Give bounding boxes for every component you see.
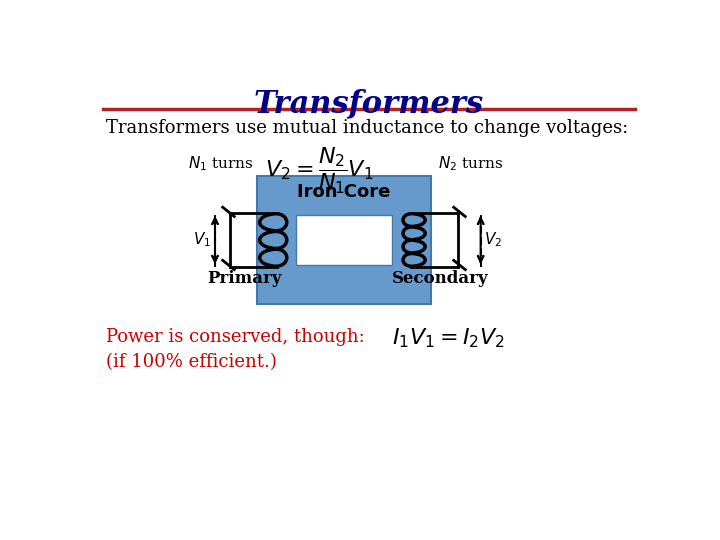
Text: Power is conserved, though:: Power is conserved, though: bbox=[106, 328, 364, 346]
Text: $V_1$: $V_1$ bbox=[193, 231, 211, 249]
Bar bbox=[296, 215, 392, 265]
Text: $N_2$ turns: $N_2$ turns bbox=[438, 154, 504, 173]
Text: $V_2 = \dfrac{N_2}{N_1}V_1$: $V_2 = \dfrac{N_2}{N_1}V_1$ bbox=[265, 146, 373, 196]
Text: $N_1$ turns: $N_1$ turns bbox=[188, 154, 253, 173]
Text: Transformers: Transformers bbox=[254, 88, 484, 119]
Text: Primary: Primary bbox=[207, 271, 282, 287]
Text: $V_2$: $V_2$ bbox=[485, 231, 503, 249]
Text: Secondary: Secondary bbox=[392, 271, 488, 287]
Text: Iron Core: Iron Core bbox=[297, 183, 391, 201]
Bar bbox=[257, 177, 431, 303]
Text: $I_1V_1 = I_2V_2$: $I_1V_1 = I_2V_2$ bbox=[392, 327, 505, 350]
Text: (if 100% efficient.): (if 100% efficient.) bbox=[106, 354, 276, 372]
Text: Transformers use mutual inductance to change voltages:: Transformers use mutual inductance to ch… bbox=[106, 119, 628, 137]
